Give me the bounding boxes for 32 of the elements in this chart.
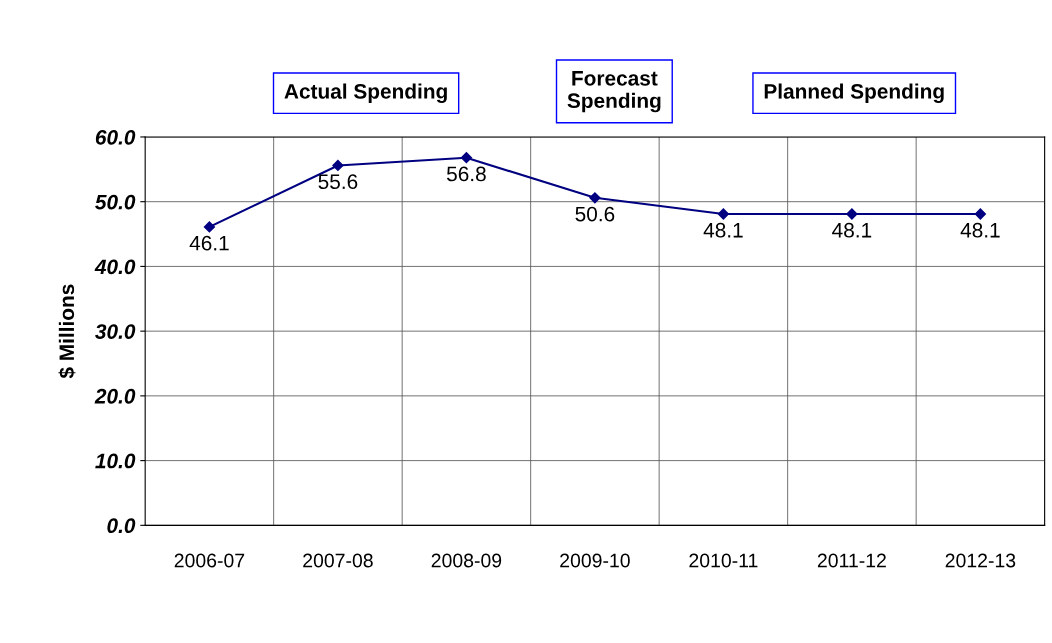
x-tick-label: 2011-12 bbox=[817, 553, 886, 568]
text: Forecast Spending bbox=[567, 71, 661, 113]
data-label: 48.1 bbox=[703, 222, 743, 238]
y-tick-label: 40.0 bbox=[94, 259, 136, 275]
data-label: 50.6 bbox=[575, 206, 615, 222]
y-axis-title: $ Millions bbox=[58, 284, 76, 379]
x-tick-label: 2006-07 bbox=[174, 553, 245, 568]
y-tick-label: 50.0 bbox=[95, 194, 136, 210]
y-tick-label: 20.0 bbox=[94, 388, 136, 404]
point bbox=[846, 208, 858, 220]
y-tick-label: 10.0 bbox=[95, 453, 136, 469]
point bbox=[974, 208, 986, 220]
data-label: 55.6 bbox=[318, 174, 358, 190]
y-tick-label: 30.0 bbox=[95, 324, 136, 339]
y-tick-label: 60.0 bbox=[95, 129, 136, 145]
point bbox=[460, 152, 473, 164]
x-tick-label: 2010-11 bbox=[689, 553, 758, 568]
point bbox=[332, 159, 344, 172]
data-label: 46.1 bbox=[189, 235, 229, 251]
point bbox=[589, 192, 601, 204]
x-tick-label: 2007-08 bbox=[303, 553, 373, 568]
x-tick-label: 2012-13 bbox=[945, 553, 1016, 568]
data-label: 56.8 bbox=[446, 166, 486, 182]
point bbox=[203, 221, 216, 233]
x-tick-label: 2008-09 bbox=[431, 553, 502, 568]
text: Actual Spending bbox=[284, 83, 447, 103]
y-tick-label: 0.0 bbox=[107, 518, 136, 534]
data-label: 48.1 bbox=[960, 222, 1000, 238]
point bbox=[717, 208, 730, 220]
x-tick-label: 2009-10 bbox=[560, 553, 630, 568]
data-label: 48.1 bbox=[832, 222, 872, 238]
text: Planned Spending bbox=[764, 83, 944, 103]
